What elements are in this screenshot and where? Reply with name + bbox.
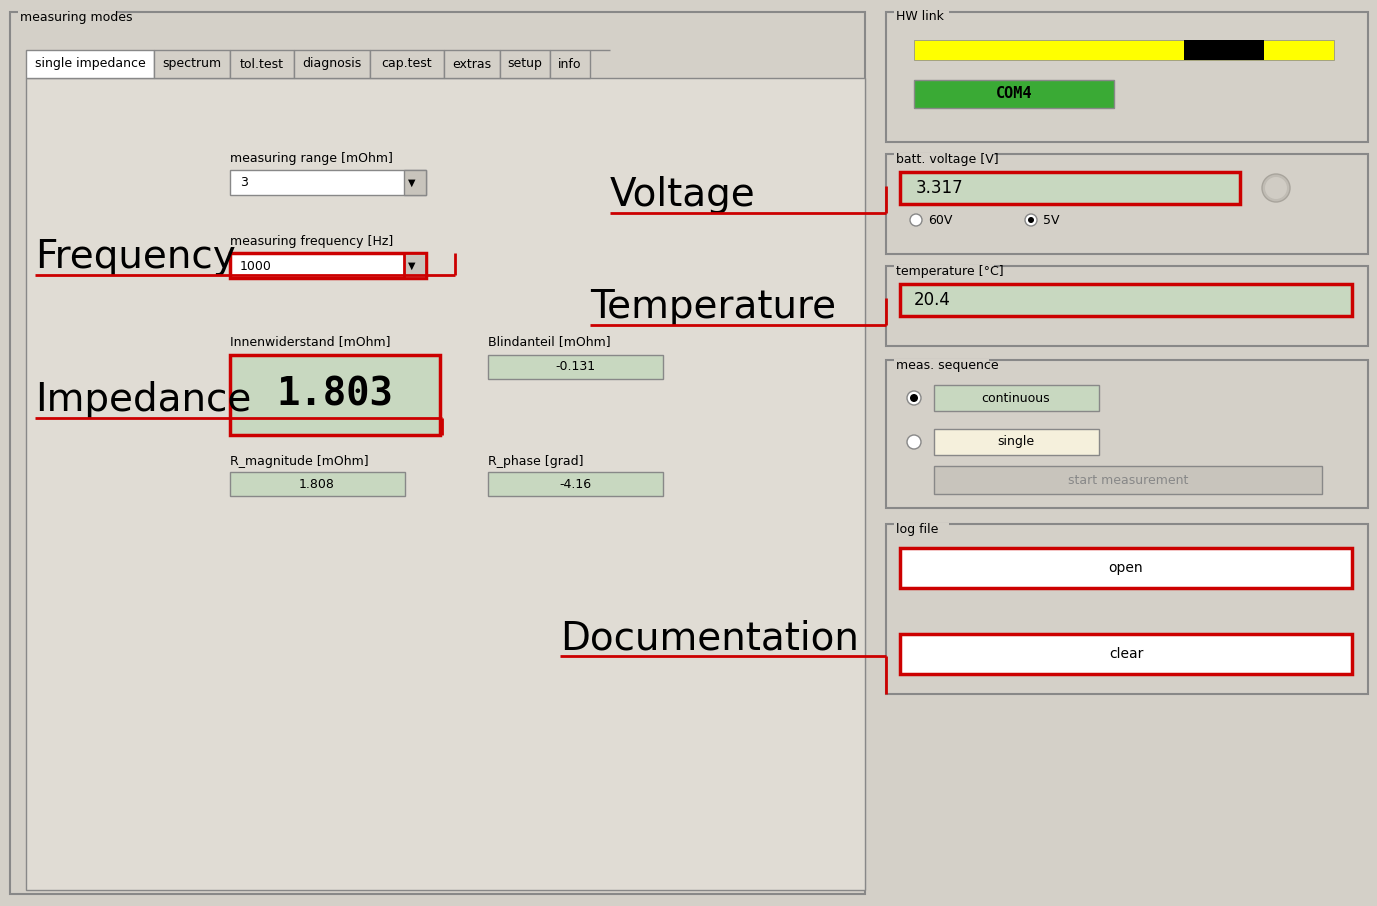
Text: Blindanteil [mOhm]: Blindanteil [mOhm] — [487, 335, 610, 348]
Text: 1000: 1000 — [240, 259, 271, 273]
Text: continuous: continuous — [982, 391, 1051, 404]
Circle shape — [907, 435, 921, 449]
Text: 5V: 5V — [1042, 214, 1059, 226]
Text: 3: 3 — [240, 177, 248, 189]
Text: Temperature: Temperature — [589, 288, 836, 326]
Bar — [901, 634, 1352, 674]
Text: setup: setup — [508, 57, 543, 71]
Text: Innenwiderstand [mOhm]: Innenwiderstand [mOhm] — [230, 335, 391, 348]
Text: temperature [°C]: temperature [°C] — [896, 265, 1004, 277]
Bar — [500, 50, 549, 78]
Bar — [885, 360, 1367, 508]
Text: single impedance: single impedance — [34, 57, 146, 71]
Bar — [230, 253, 425, 278]
Text: Frequency: Frequency — [34, 238, 235, 276]
Circle shape — [1024, 214, 1037, 226]
Text: Voltage: Voltage — [610, 176, 756, 214]
Text: -0.131: -0.131 — [555, 361, 595, 373]
Bar — [403, 170, 425, 195]
Text: open: open — [1108, 561, 1143, 575]
Circle shape — [1261, 174, 1290, 202]
Bar — [230, 170, 425, 195]
Text: ▼: ▼ — [408, 178, 416, 188]
Text: start measurement: start measurement — [1067, 474, 1188, 487]
Bar — [230, 472, 405, 496]
Text: ▼: ▼ — [408, 261, 416, 271]
Bar — [901, 284, 1352, 316]
Text: 3.317: 3.317 — [916, 179, 964, 197]
Text: R_phase [grad]: R_phase [grad] — [487, 455, 584, 468]
Bar — [885, 524, 1367, 694]
Bar — [934, 429, 1099, 455]
Bar — [934, 466, 1322, 494]
Text: 60V: 60V — [928, 214, 953, 226]
Bar — [901, 548, 1352, 588]
Text: cap.test: cap.test — [381, 57, 432, 71]
Text: 1.803: 1.803 — [277, 376, 394, 414]
Circle shape — [910, 394, 918, 402]
Bar — [914, 80, 1114, 108]
Bar — [18, 11, 116, 23]
Bar — [487, 472, 662, 496]
Text: meas. sequence: meas. sequence — [896, 359, 998, 371]
Text: -4.16: -4.16 — [559, 477, 591, 490]
Bar — [885, 12, 1367, 142]
Bar — [230, 355, 441, 435]
Text: spectrum: spectrum — [162, 57, 222, 71]
Bar — [894, 11, 949, 22]
Bar — [901, 172, 1241, 204]
Bar — [914, 40, 1334, 60]
Text: measuring modes: measuring modes — [21, 11, 132, 24]
Bar — [934, 385, 1099, 411]
Bar — [894, 265, 994, 276]
Text: clear: clear — [1108, 647, 1143, 661]
Text: 1.808: 1.808 — [299, 477, 335, 490]
Bar — [295, 50, 370, 78]
Bar — [894, 359, 989, 370]
Bar — [487, 355, 662, 379]
Bar — [549, 50, 589, 78]
Circle shape — [1265, 177, 1287, 199]
Text: Documentation: Documentation — [560, 619, 859, 657]
Bar — [894, 153, 994, 164]
Text: info: info — [558, 57, 581, 71]
Bar — [26, 78, 865, 890]
Bar — [26, 50, 154, 78]
Bar — [230, 50, 295, 78]
Text: measuring range [mOhm]: measuring range [mOhm] — [230, 152, 392, 165]
Text: COM4: COM4 — [996, 86, 1033, 101]
Text: batt. voltage [V]: batt. voltage [V] — [896, 152, 998, 166]
Text: Impedance: Impedance — [34, 381, 252, 419]
Circle shape — [910, 214, 923, 226]
Circle shape — [1029, 217, 1034, 223]
Bar — [443, 50, 500, 78]
Circle shape — [907, 391, 921, 405]
Bar — [154, 50, 230, 78]
Text: extras: extras — [453, 57, 492, 71]
Bar — [894, 523, 949, 534]
Bar — [403, 253, 425, 278]
Bar — [1184, 40, 1264, 60]
Bar — [885, 154, 1367, 254]
Text: tol.test: tol.test — [240, 57, 284, 71]
Text: 20.4: 20.4 — [914, 291, 952, 309]
Text: diagnosis: diagnosis — [303, 57, 362, 71]
Text: log file: log file — [896, 523, 938, 535]
Text: measuring frequency [Hz]: measuring frequency [Hz] — [230, 235, 394, 248]
Text: single: single — [997, 436, 1034, 448]
Bar — [10, 12, 865, 894]
Text: R_magnitude [mOhm]: R_magnitude [mOhm] — [230, 455, 369, 468]
Text: HW link: HW link — [896, 11, 943, 24]
Bar — [370, 50, 443, 78]
Bar — [885, 266, 1367, 346]
